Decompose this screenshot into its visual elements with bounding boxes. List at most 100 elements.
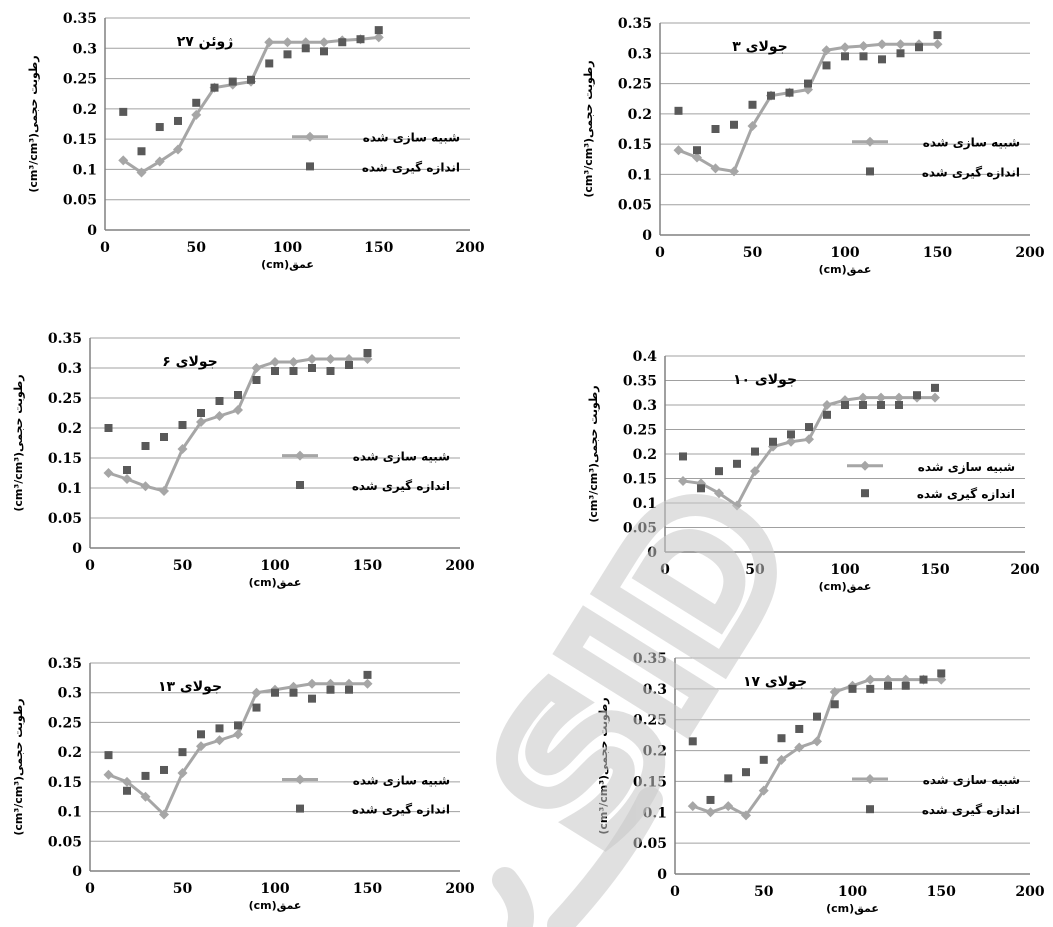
- point-measured: [804, 79, 812, 88]
- point-measured: [228, 77, 237, 86]
- point-measured: [160, 433, 168, 441]
- legend-marker-measured: [306, 162, 314, 171]
- point-simulated: [750, 466, 760, 477]
- y-tick-label: 0.25: [63, 72, 97, 88]
- point-simulated: [251, 363, 262, 373]
- chart-title: ۱۳ جولای: [158, 679, 222, 695]
- point-measured: [901, 681, 910, 690]
- chart-6: 0 0.05 0.1 0.15 0.2 0.25 0.3 0.35 0 50 100 150 200 (c…: [597, 651, 1045, 915]
- point-measured: [878, 55, 886, 64]
- x-tick-label: 200: [1010, 562, 1039, 578]
- point-simulated: [741, 810, 751, 821]
- point-measured: [767, 91, 775, 100]
- x-tick-label: 0: [85, 558, 95, 574]
- chart-title: ۱۷ جولای: [743, 674, 807, 690]
- x-tick-label: 150: [927, 884, 956, 900]
- x-tick-label: 200: [1015, 245, 1044, 261]
- point-simulated: [154, 156, 165, 167]
- x-tick-label: 50: [745, 562, 765, 578]
- chart-title: ۳ جولای: [732, 39, 788, 55]
- point-measured: [730, 120, 738, 129]
- point-measured: [679, 452, 687, 461]
- point-measured: [933, 31, 942, 40]
- y-tick-label: 0.35: [48, 331, 82, 347]
- point-measured: [192, 98, 201, 107]
- point-simulated: [786, 436, 796, 447]
- point-simulated: [865, 674, 876, 685]
- legend-marker-measured: [861, 489, 869, 498]
- point-measured: [210, 83, 219, 92]
- point-measured: [787, 430, 795, 439]
- point-measured: [777, 734, 786, 743]
- point-measured: [724, 774, 733, 783]
- y-tick-label: 0.25: [618, 77, 652, 93]
- y-axis-title: (cm³/cm³)رطوبت حجمی: [597, 697, 610, 834]
- y-axis-title: (cm³/cm³)رطوبت حجمی: [582, 60, 595, 197]
- y-tick-label: 0: [87, 223, 97, 239]
- point-measured: [841, 52, 849, 61]
- point-measured: [937, 669, 946, 678]
- point-measured: [104, 751, 113, 760]
- point-simulated: [325, 354, 336, 364]
- legend-label: شبیه سازی شده: [363, 131, 460, 145]
- chart-2: 0 0.05 0.1 0.15 0.2 0.25 0.3 0.35 0 50 100 150 200 (c…: [582, 16, 1045, 276]
- x-tick-label: 150: [923, 245, 952, 261]
- point-measured: [363, 349, 372, 357]
- point-measured: [859, 52, 868, 61]
- legend-label: شبیه سازی شده: [353, 450, 450, 464]
- point-measured: [931, 383, 939, 392]
- y-tick-label: 0.05: [633, 836, 667, 852]
- chart-1: 0 0.05 0.1 0.15 0.2 0.25 0.3 0.35 0 50 100 150 200 (c…: [27, 11, 485, 271]
- point-simulated: [732, 500, 742, 511]
- legend-marker-simulated: [865, 773, 875, 784]
- point-measured: [711, 125, 720, 133]
- point-measured: [813, 712, 821, 721]
- point-measured: [896, 49, 905, 58]
- point-simulated: [173, 144, 183, 155]
- y-tick-label: 0.15: [633, 774, 667, 790]
- y-tick-label: 0.1: [58, 481, 82, 497]
- point-measured: [160, 765, 168, 774]
- x-tick-label: 100: [830, 562, 859, 578]
- point-measured: [913, 391, 921, 400]
- x-axis-title: (cm)عمق: [826, 902, 879, 915]
- x-tick-label: 150: [353, 558, 382, 574]
- point-measured: [338, 38, 347, 47]
- point-measured: [769, 437, 777, 446]
- point-measured: [693, 146, 701, 155]
- x-tick-label: 50: [173, 558, 193, 574]
- point-measured: [178, 421, 187, 429]
- series-line-simulated: [122, 35, 379, 175]
- point-measured: [674, 106, 683, 115]
- y-tick-label: 0.15: [48, 775, 82, 791]
- point-simulated: [319, 37, 329, 48]
- y-tick-label: 0.2: [633, 447, 657, 463]
- point-measured: [859, 401, 867, 409]
- x-tick-label: 50: [754, 884, 774, 900]
- legend-label: شبیه سازی شده: [923, 773, 1020, 787]
- y-tick-label: 0.2: [643, 744, 667, 760]
- y-tick-label: 0.3: [58, 686, 82, 702]
- legend-marker-measured: [866, 167, 874, 176]
- point-simulated: [804, 434, 814, 445]
- y-tick-label: 0.35: [633, 651, 667, 667]
- x-tick-label: 0: [100, 240, 110, 256]
- point-simulated: [140, 481, 151, 492]
- point-simulated: [710, 163, 721, 174]
- point-measured: [123, 466, 131, 474]
- point-measured: [688, 737, 697, 746]
- legend-label: اندازه گیری شده: [362, 160, 460, 174]
- point-simulated: [723, 801, 734, 812]
- point-simulated: [858, 392, 868, 403]
- y-tick-label: 0: [647, 545, 657, 561]
- y-axis-title: (cm³/cm³)رطوبت حجمی: [587, 385, 600, 522]
- legend-marker-measured: [296, 804, 304, 813]
- y-tick-label: 0.35: [48, 656, 82, 672]
- y-tick-label: 0.3: [633, 398, 657, 414]
- point-simulated: [705, 807, 716, 818]
- point-simulated: [687, 801, 698, 812]
- legend-label: شبیه سازی شده: [923, 136, 1020, 150]
- point-simulated: [840, 395, 850, 406]
- point-simulated: [307, 678, 317, 689]
- chart-4: 0 0.05 0.1 0.15 0.2 0.25 0.3 0.35 0.4 0 50 100 150 20…: [587, 349, 1040, 593]
